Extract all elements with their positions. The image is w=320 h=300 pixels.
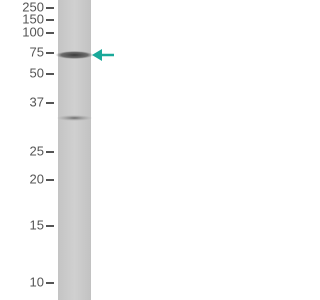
marker-label: 25 [30,143,44,158]
marker-label: 10 [30,274,44,289]
band [55,51,94,59]
band [56,115,93,121]
gel-lane [58,0,91,300]
marker-label: 15 [30,217,44,232]
marker-label: 37 [30,94,44,109]
marker-label: 150 [22,11,44,26]
marker-label: 20 [30,171,44,186]
marker-label: 250 [22,0,44,14]
marker-label: 50 [30,65,44,80]
arrow [92,49,114,61]
marker-label: 100 [22,24,44,39]
marker-label: 75 [30,44,44,59]
